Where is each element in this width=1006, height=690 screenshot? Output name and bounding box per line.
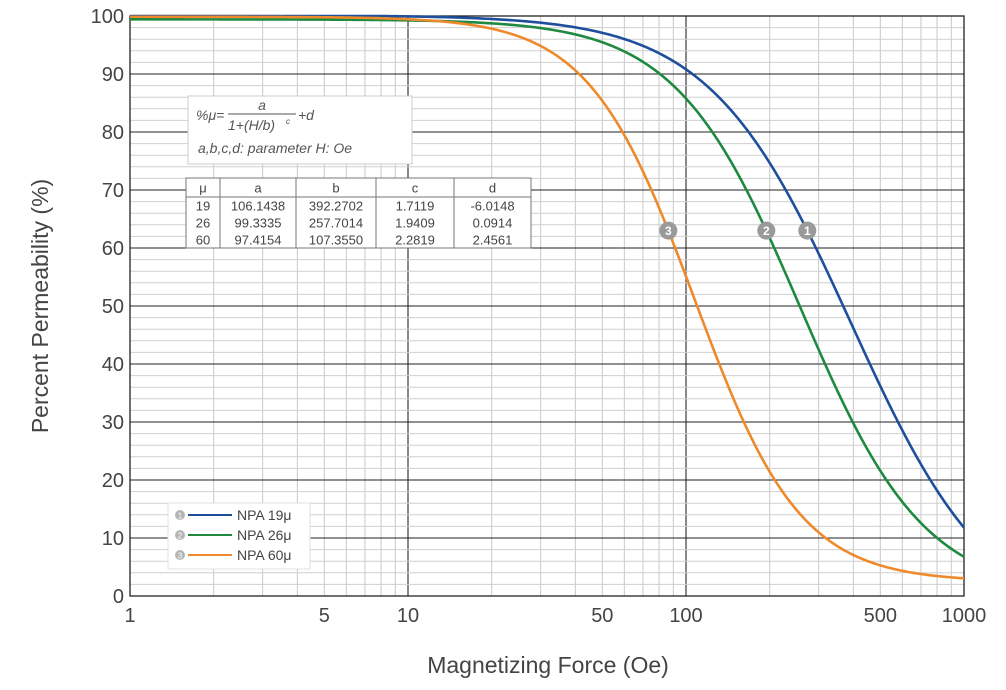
legend-marker xyxy=(175,530,185,540)
formula-box: %μ= a 1+(H/b) c +d a,b,c,d: parameter H: Oe xyxy=(187,95,413,165)
table-cell: 1.9409 xyxy=(395,216,435,231)
x-tick-label: 50 xyxy=(591,605,613,627)
table-cell: 106.1438 xyxy=(231,199,285,214)
table-cell: 2.4561 xyxy=(473,233,513,248)
legend-marker-number: 1 xyxy=(178,512,183,521)
formula-suffix: +d xyxy=(298,107,315,123)
table-header-cell: a xyxy=(254,181,262,196)
y-tick-label: 100 xyxy=(91,6,124,28)
formula-background xyxy=(187,95,413,165)
curve-number-marker xyxy=(659,221,678,240)
table-cell: 97.4154 xyxy=(235,233,282,248)
legend-label: NPA 19μ xyxy=(237,507,292,523)
y-tick-label: 70 xyxy=(102,180,124,202)
legend-marker xyxy=(175,510,185,520)
x-tick-label: 1 xyxy=(124,605,135,627)
table-header-cell: d xyxy=(489,181,496,196)
series-line xyxy=(130,18,965,558)
x-tick-label: 10 xyxy=(397,605,419,627)
curve-number-label: 1 xyxy=(804,224,811,238)
x-tick-label: 500 xyxy=(864,605,897,627)
table-cell: 26 xyxy=(196,216,210,231)
legend: 1 NPA 19μ 2 NPA 26μ 3 NPA 60μ xyxy=(167,502,311,570)
x-tick-label: 5 xyxy=(319,605,330,627)
axes: 0 10 20 30 40 50 60 70 80 90 100 1 5 10 50 100 500 1000 xyxy=(91,6,987,627)
table-background xyxy=(185,177,532,249)
table-cell: 0.0914 xyxy=(473,216,513,231)
series-line xyxy=(130,15,965,580)
y-tick-label: 80 xyxy=(102,122,124,144)
legend-label: NPA 26μ xyxy=(237,527,292,543)
x-axis-title: Magnetizing Force (Oe) xyxy=(427,652,669,678)
y-tick-label: 20 xyxy=(102,470,124,492)
plot-frame xyxy=(129,15,965,597)
table-cell: 19 xyxy=(196,199,210,214)
series-lines xyxy=(130,14,966,580)
y-tick-label: 40 xyxy=(102,354,124,376)
formula-exponent: c xyxy=(286,117,290,126)
curve-number-label: 2 xyxy=(763,224,770,238)
y-tick-label: 90 xyxy=(102,64,124,86)
parameter-table: μ a b c d 19 106.1438 392.2702 1.7119 -6.0148 26 99… xyxy=(185,177,532,249)
formula-numerator: a xyxy=(258,97,266,113)
legend-marker xyxy=(175,550,185,560)
table-cell: 99.3335 xyxy=(235,216,282,231)
formula-denominator: 1+(H/b) xyxy=(228,117,275,133)
legend-marker-number: 2 xyxy=(178,532,183,541)
table-header-cell: μ xyxy=(199,181,207,196)
curve-number-marker xyxy=(798,221,817,240)
table-header-cell: b xyxy=(332,181,339,196)
legend-marker-number: 3 xyxy=(178,552,183,561)
formula-note: a,b,c,d: parameter H: Oe xyxy=(198,140,352,156)
y-tick-label: 0 xyxy=(113,586,124,608)
curve-number-label: 3 xyxy=(665,224,672,238)
y-tick-label: 50 xyxy=(102,296,124,318)
y-axis-title: Percent Permeability (%) xyxy=(27,179,53,433)
legend-label: NPA 60μ xyxy=(237,547,292,563)
table-cell: 257.7014 xyxy=(309,216,363,231)
series-line xyxy=(130,14,966,529)
table-header-cell: c xyxy=(412,181,419,196)
curve-number-marker xyxy=(757,221,776,240)
table-cell: 60 xyxy=(196,233,210,248)
table-cell: 107.3550 xyxy=(309,233,363,248)
table-cell: -6.0148 xyxy=(470,199,514,214)
curve-markers: 1 2 3 xyxy=(659,221,817,240)
formula-prefix: %μ= xyxy=(196,107,224,123)
table-cell: 2.2819 xyxy=(395,233,435,248)
y-tick-label: 10 xyxy=(102,528,124,550)
y-tick-label: 60 xyxy=(102,238,124,260)
table-cell: 1.7119 xyxy=(396,199,435,214)
x-tick-label: 1000 xyxy=(942,605,987,627)
table-cell: 392.2702 xyxy=(309,199,363,214)
x-tick-label: 100 xyxy=(669,605,702,627)
y-tick-label: 30 xyxy=(102,412,124,434)
